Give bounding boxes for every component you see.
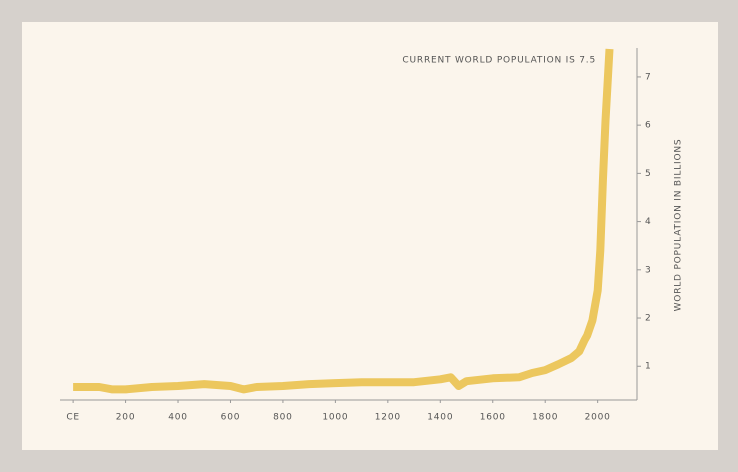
x-tick-label: 1800 xyxy=(532,413,558,423)
y-tick-label: 5 xyxy=(645,169,652,179)
annotation: CURRENT WORLD POPULATION IS 7.5 xyxy=(402,56,596,66)
x-tick-label: 1200 xyxy=(375,413,401,423)
y-tick-label: 4 xyxy=(645,217,652,227)
x-tick-label: CE xyxy=(66,413,80,423)
x-tick-label: 1600 xyxy=(480,413,506,423)
y-tick-label: 1 xyxy=(645,362,652,372)
y-tick-label: 2 xyxy=(645,314,652,324)
x-tick-label: 1400 xyxy=(427,413,453,423)
x-tick-label: 200 xyxy=(116,413,136,423)
data-line xyxy=(73,48,614,394)
y-tick-label: 3 xyxy=(645,265,652,275)
x-tick-label: 2000 xyxy=(585,413,611,423)
x-tick-label: 400 xyxy=(168,413,188,423)
y-tick-label: 6 xyxy=(645,121,652,131)
x-tick-label: 600 xyxy=(221,413,241,423)
y-tick-label: 7 xyxy=(645,72,652,82)
x-tick-label: 1000 xyxy=(322,413,348,423)
y-axis-label: WORLD POPULATION IN BILLIONS xyxy=(674,139,684,312)
x-tick-label: 800 xyxy=(273,413,293,423)
